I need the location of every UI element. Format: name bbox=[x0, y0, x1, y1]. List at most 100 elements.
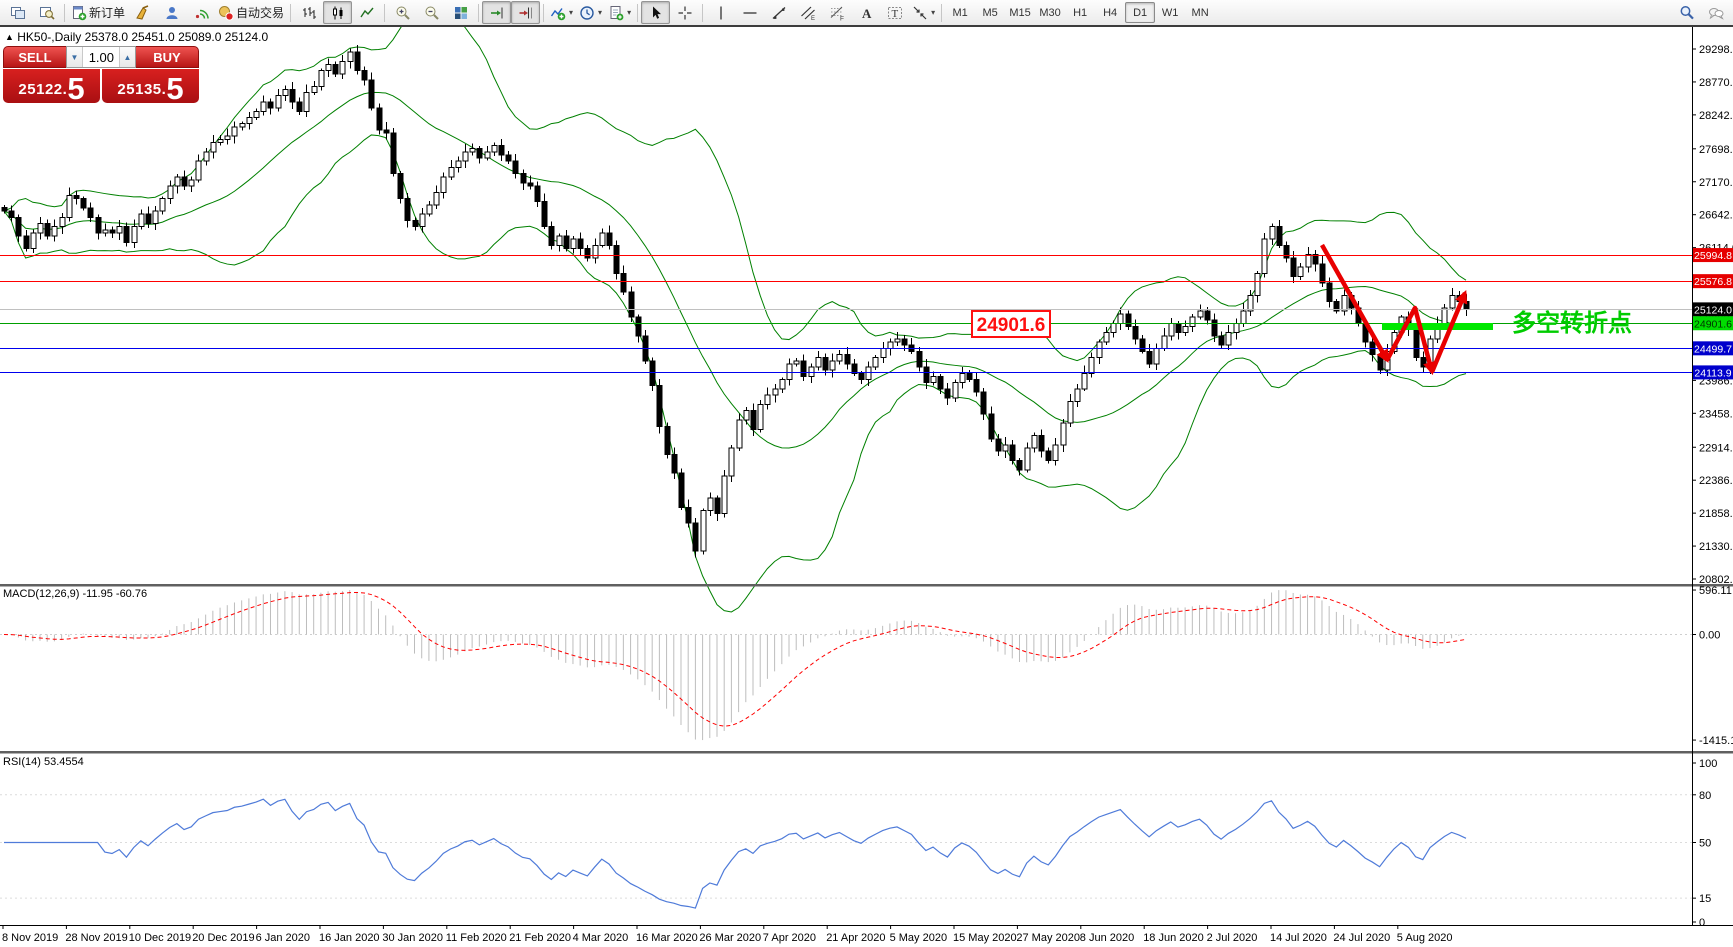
date-label: 26 Mar 2020 bbox=[699, 932, 761, 944]
bear-candle bbox=[73, 194, 80, 200]
bear-candle bbox=[527, 182, 534, 187]
arrows-button[interactable]: ▾ bbox=[909, 1, 938, 24]
bear-candle bbox=[606, 232, 613, 246]
trendline-button[interactable] bbox=[764, 1, 793, 24]
new-order-button[interactable]: 新订单 bbox=[68, 1, 128, 24]
bull-candle bbox=[37, 223, 44, 234]
bear-candle bbox=[1290, 257, 1297, 278]
date-label: 28 Nov 2019 bbox=[65, 932, 127, 944]
channel-button[interactable]: E bbox=[793, 1, 822, 24]
bar-chart-button[interactable] bbox=[294, 1, 323, 24]
zoom-in-button[interactable] bbox=[388, 1, 417, 24]
toolbar-separator bbox=[543, 3, 545, 22]
date-label: 16 Mar 2020 bbox=[636, 932, 698, 944]
bull-candle bbox=[275, 95, 282, 109]
trend-arrow[interactable] bbox=[1429, 290, 1468, 373]
trendline-icon bbox=[771, 5, 787, 21]
expert-advisor-button[interactable] bbox=[157, 1, 186, 24]
horizontal-level-lines[interactable] bbox=[0, 255, 1692, 373]
bear-candle bbox=[548, 226, 555, 246]
bear-candle bbox=[412, 219, 419, 228]
text-button[interactable]: A bbox=[851, 1, 880, 24]
chart-shift-button[interactable] bbox=[511, 1, 541, 24]
bull-candle bbox=[1247, 294, 1254, 312]
support-zone-bar[interactable] bbox=[1382, 323, 1493, 330]
chart-ohlc-values: 25378.0 25451.0 25089.0 25124.0 bbox=[84, 30, 269, 44]
timeframe-w1-button[interactable]: W1 bbox=[1161, 6, 1179, 19]
autotrading-button[interactable]: 自动交易 bbox=[215, 1, 287, 24]
one-click-trading-panel: SELL ▼ 1.00 ▲ BUY 25122. 5 25135. 5 bbox=[3, 46, 199, 104]
bull-candle bbox=[152, 210, 159, 225]
bear-candle bbox=[944, 388, 951, 399]
profile-button[interactable] bbox=[32, 1, 61, 24]
rsi-axis-label: 0 bbox=[1699, 917, 1705, 929]
cursor-button[interactable] bbox=[641, 1, 671, 24]
sell-price-box[interactable]: 25122. 5 bbox=[3, 69, 100, 104]
bear-candle bbox=[289, 88, 296, 103]
tile-windows-button[interactable] bbox=[446, 1, 475, 24]
line-chart-button[interactable] bbox=[352, 1, 381, 24]
candlestick-button[interactable] bbox=[323, 1, 353, 24]
timeframe-h1-button[interactable]: H1 bbox=[1073, 6, 1088, 19]
svg-text:F: F bbox=[840, 15, 844, 21]
volume-decrease-button[interactable]: ▼ bbox=[67, 47, 83, 67]
timeframe-h4-button[interactable]: H4 bbox=[1103, 6, 1118, 19]
label-button[interactable]: T bbox=[880, 1, 909, 24]
signals-button[interactable] bbox=[186, 1, 215, 24]
sell-button[interactable]: SELL bbox=[3, 46, 66, 68]
vertical-line-button[interactable] bbox=[706, 1, 735, 24]
bull-candle bbox=[339, 60, 346, 75]
dropdown-caret-icon[interactable]: ▾ bbox=[598, 8, 603, 17]
bull-bear-turning-point-label[interactable]: 多空转折点 bbox=[1512, 309, 1632, 337]
bull-candle bbox=[253, 110, 260, 118]
bear-candle bbox=[649, 360, 656, 387]
timeframe-m15-button[interactable]: M15 bbox=[1009, 6, 1031, 19]
timeframe-m1-button[interactable]: M1 bbox=[952, 6, 968, 19]
bear-candle bbox=[664, 425, 671, 455]
volume-input[interactable]: 1.00 bbox=[88, 49, 114, 65]
drawing-objects[interactable]: 24901.6 多空转折点 bbox=[971, 243, 1632, 376]
timeframe-m5-button[interactable]: M5 bbox=[982, 6, 998, 19]
dropdown-caret-icon[interactable]: ▾ bbox=[627, 8, 632, 17]
horizontal-line-icon bbox=[742, 5, 758, 21]
buy-price-box[interactable]: 25135. 5 bbox=[102, 69, 199, 104]
rsi-label: RSI(14) 53.4554 bbox=[3, 756, 84, 768]
timeframe-m30-button[interactable]: M30 bbox=[1039, 6, 1061, 19]
auto-scroll-button[interactable] bbox=[482, 1, 512, 24]
trend-arrow[interactable] bbox=[1385, 305, 1436, 376]
dropdown-caret-icon[interactable]: ▾ bbox=[569, 8, 574, 17]
bollinger-bands bbox=[3, 5, 1467, 613]
zoom-out-button[interactable] bbox=[417, 1, 446, 24]
bear-candle bbox=[1038, 435, 1045, 452]
bear-candle bbox=[937, 375, 944, 390]
volume-increase-button[interactable]: ▲ bbox=[119, 47, 135, 67]
chat-button[interactable] bbox=[1701, 1, 1730, 24]
bear-candle bbox=[858, 372, 865, 381]
bull-candle bbox=[1189, 316, 1196, 327]
periods-button[interactable]: ▾ bbox=[576, 1, 605, 24]
trend-arrow[interactable] bbox=[1320, 243, 1389, 363]
template-button[interactable]: ▾ bbox=[605, 1, 634, 24]
one-click-collapse-icon[interactable]: ▲ bbox=[5, 32, 14, 42]
broom-button[interactable] bbox=[128, 1, 157, 24]
bull-candle bbox=[51, 226, 58, 237]
bull-candle bbox=[1254, 272, 1261, 296]
window-button[interactable] bbox=[3, 1, 32, 24]
bull-candle bbox=[174, 176, 181, 187]
bear-candle bbox=[613, 244, 620, 274]
dropdown-caret-icon[interactable]: ▾ bbox=[931, 8, 936, 17]
bull-candle bbox=[30, 232, 37, 250]
horizontal-line-button[interactable] bbox=[735, 1, 764, 24]
timeframe-d1-button[interactable]: D1 bbox=[1125, 2, 1156, 23]
search-button[interactable] bbox=[1672, 1, 1701, 24]
fibonacci-button[interactable]: F bbox=[822, 1, 851, 24]
timeframe-mn-button[interactable]: MN bbox=[1191, 6, 1209, 19]
date-label: 7 Apr 2020 bbox=[763, 932, 816, 944]
price-callout-box[interactable] bbox=[971, 310, 1051, 338]
bear-candle bbox=[671, 453, 678, 474]
indicators-button[interactable]: ▾ bbox=[547, 1, 576, 24]
crosshair-button[interactable] bbox=[670, 1, 699, 24]
buy-button[interactable]: BUY bbox=[136, 46, 199, 68]
bull-candle bbox=[599, 232, 606, 246]
